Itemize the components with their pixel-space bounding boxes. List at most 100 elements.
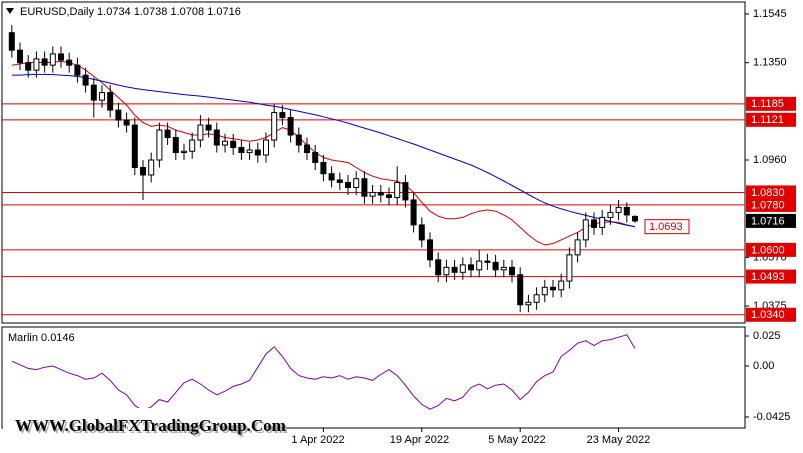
candle-body: [615, 206, 622, 213]
oscillator-value: 0.0146: [41, 332, 75, 344]
level-label-box: [746, 185, 796, 200]
price-label-box: [746, 213, 796, 228]
candle-body: [131, 124, 138, 168]
candle-body: [222, 140, 228, 146]
candle-body: [361, 178, 368, 197]
candle-body: [312, 152, 319, 163]
level-label: 1.0600: [751, 244, 785, 256]
watermark-shadow: WWW.GlobalFXTradingGroup.Com: [17, 418, 288, 437]
open: 1.0734: [97, 6, 131, 18]
candle-body: [238, 147, 245, 154]
candle-body: [172, 137, 179, 154]
y-tick-label: -0.0425: [753, 411, 790, 423]
x-tick-label: 23 May 2022: [587, 434, 651, 446]
candle-body: [246, 149, 253, 154]
candle-body: [484, 260, 491, 263]
y-tick-label: 1.0960: [753, 154, 787, 166]
candle-body: [427, 239, 433, 261]
candle-body: [369, 191, 376, 197]
candle-body: [418, 224, 425, 241]
candle-body: [90, 84, 97, 101]
ma-label-box: [644, 219, 690, 235]
oscillator-name: Marlin: [8, 332, 38, 344]
candle-body: [435, 259, 442, 276]
candle-body: [328, 173, 335, 181]
x-tick-label: 5 May 2022: [488, 434, 545, 446]
candle-body: [66, 59, 73, 66]
candle-body: [345, 181, 351, 188]
level-label: 1.0340: [751, 309, 785, 321]
x-tick-label: 19 Apr 2022: [390, 434, 449, 446]
candle-body: [566, 254, 573, 282]
candle-body: [181, 150, 187, 154]
candle-body: [558, 280, 565, 291]
candle-body: [574, 239, 581, 256]
candle-body: [189, 139, 196, 152]
candle-body: [148, 159, 155, 176]
level-label-box: [746, 112, 796, 127]
level-label-box: [746, 96, 796, 111]
price-label: 1.0716: [751, 215, 785, 227]
candle-body: [632, 215, 638, 222]
candle-body: [230, 140, 237, 149]
level-label-box: [746, 307, 796, 322]
candle-body: [115, 109, 122, 121]
candle-body: [509, 266, 515, 276]
candle-body: [599, 216, 606, 228]
candle-body: [402, 181, 409, 201]
candle-body: [353, 178, 360, 188]
plot-area: [2, 25, 745, 411]
candle-body: [287, 117, 294, 136]
candle-body: [517, 274, 524, 306]
candle-body: [386, 194, 392, 198]
candle-body: [582, 219, 589, 241]
level-label-box: [746, 269, 796, 284]
candle-body: [377, 191, 384, 196]
candle-body: [550, 286, 556, 291]
level-label: 1.0780: [751, 199, 785, 211]
candle-body: [156, 129, 163, 161]
candle-body: [607, 211, 614, 218]
candle-body: [443, 266, 450, 276]
candle-body: [254, 149, 261, 156]
ma-label: 1.0693: [649, 221, 683, 233]
candle-body: [336, 179, 343, 183]
candle-body: [304, 144, 310, 154]
candle-body: [533, 294, 540, 303]
candle-body: [394, 181, 401, 198]
close: 1.0716: [207, 6, 241, 18]
level-label-box: [746, 197, 796, 212]
candle-body: [623, 206, 630, 216]
x-tick-label: 1 Apr 2022: [291, 434, 344, 446]
level-label: 1.0493: [751, 271, 785, 283]
level-label: 1.1121: [751, 114, 784, 126]
candle-body: [205, 124, 212, 131]
candle-body: [17, 49, 23, 64]
y-tick-label: 1.1350: [753, 57, 787, 69]
candle-body: [271, 112, 278, 141]
candle-body: [99, 92, 105, 101]
candle-body: [25, 62, 32, 71]
candle-body: [541, 286, 548, 296]
candle-body: [476, 260, 483, 271]
candle-body: [140, 166, 146, 176]
candle-body: [58, 53, 64, 61]
candle-body: [459, 264, 466, 273]
main-pane: [1, 1, 746, 324]
level-label: 1.1185: [751, 98, 784, 110]
level-label-box: [746, 242, 796, 257]
high: 1.0738: [134, 6, 168, 18]
candle-body: [591, 219, 597, 228]
symbol: EURUSD,Daily: [20, 6, 94, 18]
oscillator-line: [11, 334, 636, 411]
candle-body: [74, 64, 81, 76]
candle-body: [41, 58, 48, 66]
level-label: 1.0830: [751, 187, 785, 199]
candle-body: [525, 301, 532, 306]
candle-body: [107, 92, 114, 111]
y-tick-label: 0.025: [753, 330, 781, 342]
candle-body: [468, 264, 474, 271]
candle-body: [213, 129, 220, 146]
candle-body: [451, 266, 458, 273]
